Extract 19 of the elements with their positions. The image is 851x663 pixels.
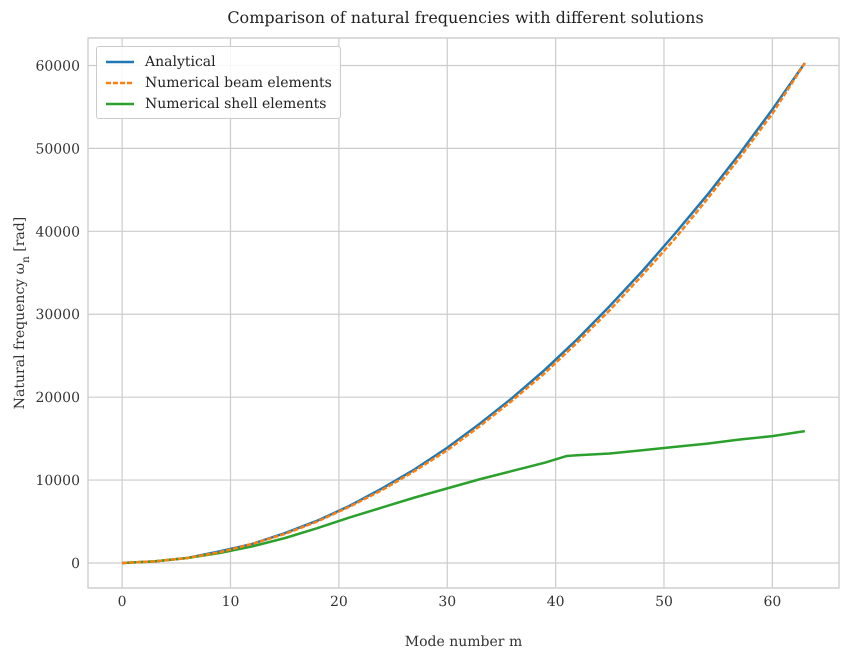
x-tick-label: 60	[763, 594, 782, 610]
y-tick-label: 10000	[35, 473, 80, 490]
legend-label: Numerical beam elements	[145, 74, 332, 90]
legend-label: Numerical shell elements	[145, 96, 326, 112]
y-tick-label: 20000	[35, 390, 80, 406]
y-tick-label: 30000	[35, 307, 80, 324]
x-tick-label: 10	[222, 594, 240, 610]
x-tick-label: 30	[438, 594, 456, 610]
x-tick-label: 20	[330, 594, 348, 610]
y-tick-label: 60000	[35, 58, 80, 74]
x-tick-label: 40	[546, 594, 565, 610]
x-axis-title: Mode number m	[404, 634, 522, 650]
y-tick-label: 0	[71, 556, 80, 572]
y-tick-label: 50000	[35, 141, 80, 158]
chart-title: Comparison of natural frequencies with different solutions	[226, 8, 705, 27]
legend-label: Analytical	[145, 54, 216, 70]
y-tick-label: 40000	[35, 224, 80, 240]
x-tick-label: 50	[655, 594, 673, 610]
x-tick-label: 0	[118, 594, 127, 610]
